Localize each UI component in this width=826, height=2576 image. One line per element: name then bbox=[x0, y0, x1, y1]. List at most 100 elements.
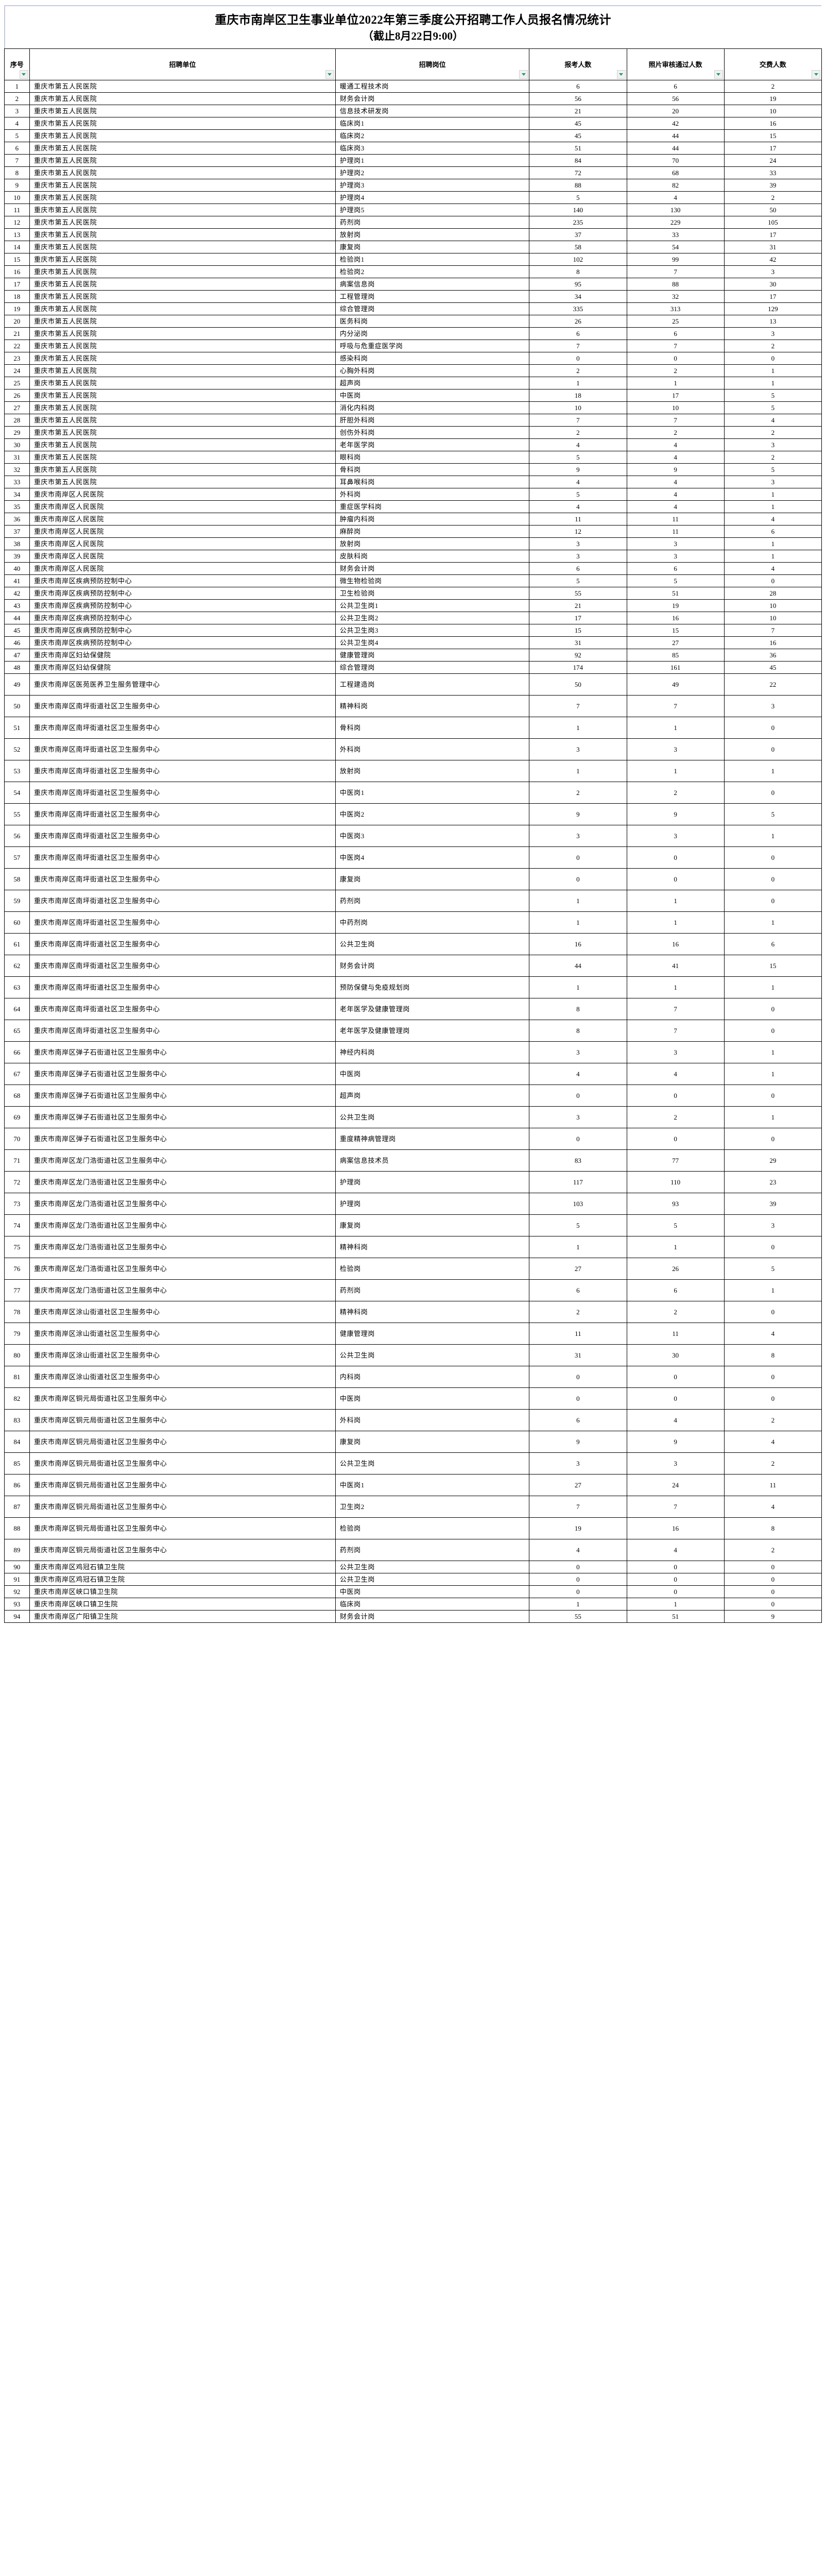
cell-index[interactable]: 62 bbox=[4, 955, 30, 977]
cell-unit[interactable]: 重庆市第五人民医院 bbox=[29, 265, 336, 278]
cell-applicants[interactable]: 21 bbox=[529, 599, 627, 612]
cell-post[interactable]: 综合管理岗 bbox=[335, 302, 530, 315]
cell-applicants[interactable]: 1 bbox=[529, 1236, 627, 1258]
cell-index[interactable]: 75 bbox=[4, 1236, 30, 1258]
cell-paid[interactable]: 50 bbox=[724, 204, 822, 216]
cell-index[interactable]: 49 bbox=[4, 673, 30, 696]
cell-post[interactable]: 财务会计岗 bbox=[335, 562, 530, 575]
cell-unit[interactable]: 重庆市南岸区南坪街道社区卫生服务中心 bbox=[29, 1020, 336, 1042]
cell-unit[interactable]: 重庆市南岸区疾病预防控制中心 bbox=[29, 599, 336, 612]
cell-photo-approved[interactable]: 6 bbox=[626, 562, 725, 575]
cell-unit[interactable]: 重庆市南岸区南坪街道社区卫生服务中心 bbox=[29, 933, 336, 955]
cell-unit[interactable]: 重庆市第五人民医院 bbox=[29, 204, 336, 216]
cell-index[interactable]: 7 bbox=[4, 154, 30, 167]
table-row[interactable]: 52 重庆市南岸区南坪街道社区卫生服务中心 外科岗 3 3 0 bbox=[4, 738, 822, 760]
cell-post[interactable]: 重度精神病管理岗 bbox=[335, 1128, 530, 1150]
cell-post[interactable]: 工程建造岗 bbox=[335, 673, 530, 696]
table-row[interactable]: 30 重庆市第五人民医院 老年医学岗 4 4 3 bbox=[4, 438, 822, 451]
cell-photo-approved[interactable]: 16 bbox=[626, 612, 725, 624]
table-row[interactable]: 7 重庆市第五人民医院 护理岗1 84 70 24 bbox=[4, 154, 822, 167]
cell-applicants[interactable]: 117 bbox=[529, 1171, 627, 1193]
cell-post[interactable]: 公共卫生岗 bbox=[335, 933, 530, 955]
cell-photo-approved[interactable]: 3 bbox=[626, 738, 725, 760]
cell-paid[interactable]: 0 bbox=[724, 717, 822, 739]
cell-index[interactable]: 68 bbox=[4, 1084, 30, 1107]
cell-index[interactable]: 44 bbox=[4, 612, 30, 624]
cell-photo-approved[interactable]: 1 bbox=[626, 976, 725, 998]
cell-photo-approved[interactable]: 1 bbox=[626, 717, 725, 739]
table-row[interactable]: 8 重庆市第五人民医院 护理岗2 72 68 33 bbox=[4, 166, 822, 179]
table-row[interactable]: 77 重庆市南岸区龙门浩街道社区卫生服务中心 药剂岗 6 6 1 bbox=[4, 1279, 822, 1301]
cell-post[interactable]: 检验岗2 bbox=[335, 265, 530, 278]
cell-paid[interactable]: 0 bbox=[724, 1387, 822, 1410]
cell-paid[interactable]: 8 bbox=[724, 1517, 822, 1539]
cell-paid[interactable]: 17 bbox=[724, 290, 822, 303]
cell-photo-approved[interactable]: 110 bbox=[626, 1171, 725, 1193]
table-row[interactable]: 2 重庆市第五人民医院 财务会计岗 56 56 19 bbox=[4, 92, 822, 105]
cell-paid[interactable]: 0 bbox=[724, 1585, 822, 1598]
cell-unit[interactable]: 重庆市第五人民医院 bbox=[29, 414, 336, 427]
cell-paid[interactable]: 1 bbox=[724, 825, 822, 847]
cell-index[interactable]: 77 bbox=[4, 1279, 30, 1301]
cell-applicants[interactable]: 6 bbox=[529, 1409, 627, 1431]
cell-paid[interactable]: 129 bbox=[724, 302, 822, 315]
table-row[interactable]: 9 重庆市第五人民医院 护理岗3 88 82 39 bbox=[4, 179, 822, 192]
cell-paid[interactable]: 1 bbox=[724, 1041, 822, 1063]
cell-index[interactable]: 57 bbox=[4, 846, 30, 869]
cell-paid[interactable]: 33 bbox=[724, 166, 822, 179]
table-row[interactable]: 85 重庆市南岸区铜元局街道社区卫生服务中心 公共卫生岗 3 3 2 bbox=[4, 1452, 822, 1475]
cell-photo-approved[interactable]: 4 bbox=[626, 1409, 725, 1431]
filter-dropdown-unit[interactable] bbox=[325, 70, 334, 79]
cell-unit[interactable]: 重庆市南岸区铜元局街道社区卫生服务中心 bbox=[29, 1539, 336, 1561]
cell-post[interactable]: 外科岗 bbox=[335, 488, 530, 501]
cell-paid[interactable]: 105 bbox=[724, 216, 822, 229]
cell-index[interactable]: 70 bbox=[4, 1128, 30, 1150]
cell-applicants[interactable]: 140 bbox=[529, 204, 627, 216]
cell-paid[interactable]: 6 bbox=[724, 525, 822, 538]
cell-index[interactable]: 35 bbox=[4, 500, 30, 513]
cell-paid[interactable]: 5 bbox=[724, 463, 822, 476]
cell-applicants[interactable]: 1 bbox=[529, 377, 627, 389]
cell-index[interactable]: 31 bbox=[4, 451, 30, 464]
cell-photo-approved[interactable]: 1 bbox=[626, 1598, 725, 1611]
cell-photo-approved[interactable]: 56 bbox=[626, 92, 725, 105]
cell-post[interactable]: 公共卫生岗1 bbox=[335, 599, 530, 612]
cell-post[interactable]: 康复岗 bbox=[335, 1431, 530, 1453]
cell-applicants[interactable]: 9 bbox=[529, 463, 627, 476]
table-row[interactable]: 65 重庆市南岸区南坪街道社区卫生服务中心 老年医学及健康管理岗 8 7 0 bbox=[4, 1020, 822, 1042]
cell-unit[interactable]: 重庆市南岸区医苑医养卫生服务管理中心 bbox=[29, 673, 336, 696]
cell-index[interactable]: 51 bbox=[4, 717, 30, 739]
filter-dropdown-applicants[interactable] bbox=[616, 70, 626, 79]
table-row[interactable]: 23 重庆市第五人民医院 感染科岗 0 0 0 bbox=[4, 352, 822, 365]
cell-applicants[interactable]: 0 bbox=[529, 1585, 627, 1598]
cell-applicants[interactable]: 1 bbox=[529, 911, 627, 934]
cell-unit[interactable]: 重庆市南岸区弹子石街道社区卫生服务中心 bbox=[29, 1128, 336, 1150]
table-row[interactable]: 69 重庆市南岸区弹子石街道社区卫生服务中心 公共卫生岗 3 2 1 bbox=[4, 1106, 822, 1128]
cell-paid[interactable]: 1 bbox=[724, 1106, 822, 1128]
cell-paid[interactable]: 0 bbox=[724, 1366, 822, 1388]
cell-unit[interactable]: 重庆市第五人民医院 bbox=[29, 253, 336, 266]
table-row[interactable]: 34 重庆市南岸区人民医院 外科岗 5 4 1 bbox=[4, 488, 822, 501]
cell-photo-approved[interactable]: 2 bbox=[626, 1106, 725, 1128]
cell-paid[interactable]: 16 bbox=[724, 117, 822, 130]
cell-unit[interactable]: 重庆市第五人民医院 bbox=[29, 426, 336, 439]
cell-paid[interactable]: 36 bbox=[724, 649, 822, 662]
cell-index[interactable]: 22 bbox=[4, 340, 30, 352]
cell-post[interactable]: 公共卫生岗 bbox=[335, 1106, 530, 1128]
cell-applicants[interactable]: 12 bbox=[529, 525, 627, 538]
cell-photo-approved[interactable]: 44 bbox=[626, 142, 725, 155]
cell-post[interactable]: 公共卫生岗4 bbox=[335, 636, 530, 649]
cell-photo-approved[interactable]: 88 bbox=[626, 278, 725, 291]
cell-index[interactable]: 8 bbox=[4, 166, 30, 179]
table-row[interactable]: 15 重庆市第五人民医院 检验岗1 102 99 42 bbox=[4, 253, 822, 266]
table-row[interactable]: 33 重庆市第五人民医院 耳鼻喉科岗 4 4 3 bbox=[4, 476, 822, 488]
cell-unit[interactable]: 重庆市南岸区疾病预防控制中心 bbox=[29, 612, 336, 624]
cell-paid[interactable]: 15 bbox=[724, 955, 822, 977]
cell-unit[interactable]: 重庆市第五人民医院 bbox=[29, 340, 336, 352]
cell-post[interactable]: 护理岗3 bbox=[335, 179, 530, 192]
cell-post[interactable]: 健康管理岗 bbox=[335, 1323, 530, 1345]
cell-photo-approved[interactable]: 6 bbox=[626, 1279, 725, 1301]
cell-applicants[interactable]: 16 bbox=[529, 933, 627, 955]
cell-index[interactable]: 47 bbox=[4, 649, 30, 662]
cell-unit[interactable]: 重庆市南岸区人民医院 bbox=[29, 562, 336, 575]
